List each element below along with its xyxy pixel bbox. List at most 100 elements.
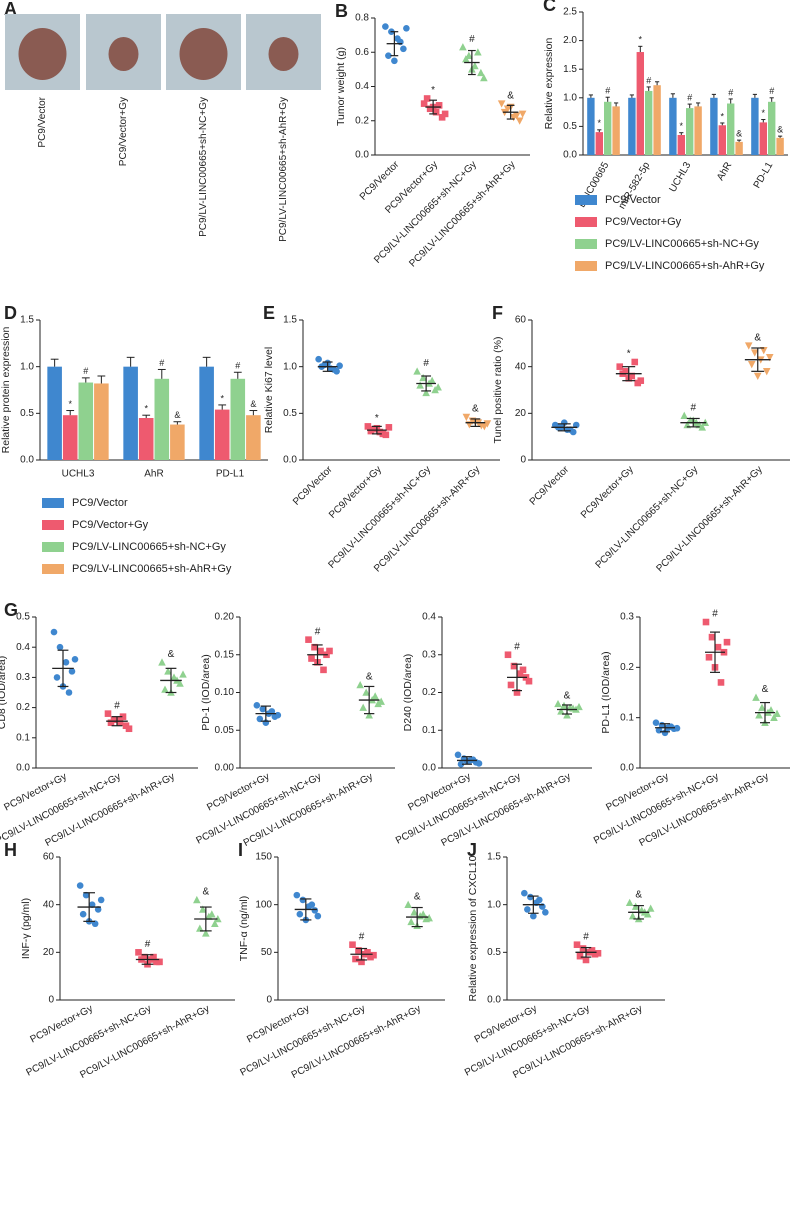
annotation: & [174, 410, 180, 420]
y-tick-label: 0.0 [422, 763, 436, 774]
y-tick-label: 0.10 [215, 687, 235, 698]
y-axis-label: PD-L1 (IOD/area) [600, 651, 612, 733]
panel-letter: E [263, 303, 275, 323]
x-tick-label: PD-L1 [752, 160, 776, 190]
legend-label: PC9/LV-LINC00665+sh-AhR+Gy [72, 563, 232, 575]
data-point [317, 647, 324, 655]
data-point [97, 896, 105, 904]
y-tick-label: 150 [255, 852, 272, 863]
data-point [750, 349, 759, 357]
tumor [179, 28, 228, 80]
data-point [164, 667, 172, 675]
data-point [385, 52, 392, 59]
data-point [588, 947, 596, 954]
annotation: & [635, 889, 642, 900]
bar [628, 97, 636, 155]
data-point [438, 114, 446, 121]
data-point [385, 424, 393, 431]
bar [636, 52, 644, 155]
data-point [643, 910, 652, 918]
data-point [308, 901, 316, 908]
data-point [293, 891, 301, 899]
data-point [524, 906, 531, 913]
bar [768, 101, 776, 155]
x-tick-label: PC9/LV-LINC00665+sh-AhR+Gy [654, 464, 764, 574]
y-tick-label: 0.0 [620, 763, 634, 774]
data-point [616, 363, 624, 370]
data-point [179, 670, 187, 678]
y-tick-label: 0.1 [16, 732, 30, 743]
x-tick-label: AhR [715, 160, 734, 182]
y-axis-label: Relative protein expression [0, 327, 12, 454]
annotation: & [472, 404, 479, 415]
data-point [752, 693, 760, 701]
annotation: # [605, 86, 610, 96]
x-tick-label: PC9/Vector+Gy [579, 464, 636, 521]
data-point [646, 904, 655, 912]
data-point [391, 57, 398, 65]
bar [230, 378, 246, 460]
data-point [652, 719, 660, 726]
data-point [53, 674, 61, 681]
panel-letter: I [238, 840, 243, 860]
legend-label: PC9/Vector [72, 497, 128, 509]
data-point [377, 697, 385, 705]
annotation: & [736, 129, 742, 139]
y-tick-label: 0.3 [422, 649, 436, 660]
y-axis-label: TNF-α (ng/ml) [238, 896, 250, 962]
bar [62, 415, 78, 460]
annotation: # [514, 641, 520, 652]
annotation: * [639, 35, 643, 45]
data-point [767, 706, 775, 714]
x-tick-label: PC9/LV-LINC00665+sh-NC+Gy [594, 464, 701, 571]
bar [612, 106, 620, 155]
data-point [253, 702, 261, 709]
legend-swatch [575, 195, 597, 205]
data-point [744, 342, 753, 350]
bar [94, 383, 109, 460]
bar [214, 409, 230, 460]
data-point [326, 647, 333, 655]
y-axis-label: Relative Ki67 level [263, 347, 275, 433]
data-point [407, 917, 415, 926]
annotation: # [690, 402, 696, 413]
y-tick-label: 0.15 [215, 649, 235, 660]
data-point [202, 929, 210, 937]
annotation: # [728, 87, 733, 97]
bar [47, 366, 62, 460]
y-tick-label: 2.5 [563, 7, 577, 18]
photo-label: PC9/Vector [37, 96, 48, 147]
data-point [510, 662, 518, 670]
data-point [483, 420, 492, 428]
legend-swatch [42, 564, 64, 574]
data-point [572, 421, 580, 429]
data-point [515, 117, 524, 125]
data-point [465, 51, 473, 59]
y-tick-label: 0.2 [16, 702, 30, 713]
bar [718, 125, 726, 155]
annotation: * [680, 121, 684, 131]
data-point [762, 368, 771, 376]
data-point [575, 702, 583, 711]
data-point [150, 953, 157, 961]
data-point [274, 711, 282, 719]
annotation: # [159, 358, 164, 368]
photo-label: PC9/Vector+Gy [118, 97, 129, 166]
x-tick-label: AhR [144, 469, 163, 480]
data-point [723, 638, 731, 646]
data-point [441, 110, 449, 118]
data-point [497, 100, 506, 108]
bar [154, 378, 170, 460]
bar [199, 366, 214, 460]
data-point [477, 68, 485, 77]
data-point [158, 658, 166, 666]
y-tick-label: 0.0 [283, 455, 297, 466]
bar [694, 106, 702, 155]
y-tick-label: 0 [266, 995, 272, 1006]
data-point [516, 670, 524, 677]
data-point [420, 100, 428, 107]
panel-letter: H [4, 840, 17, 860]
y-tick-label: 0.4 [422, 612, 436, 623]
data-point [513, 689, 521, 696]
annotation: & [414, 891, 421, 902]
